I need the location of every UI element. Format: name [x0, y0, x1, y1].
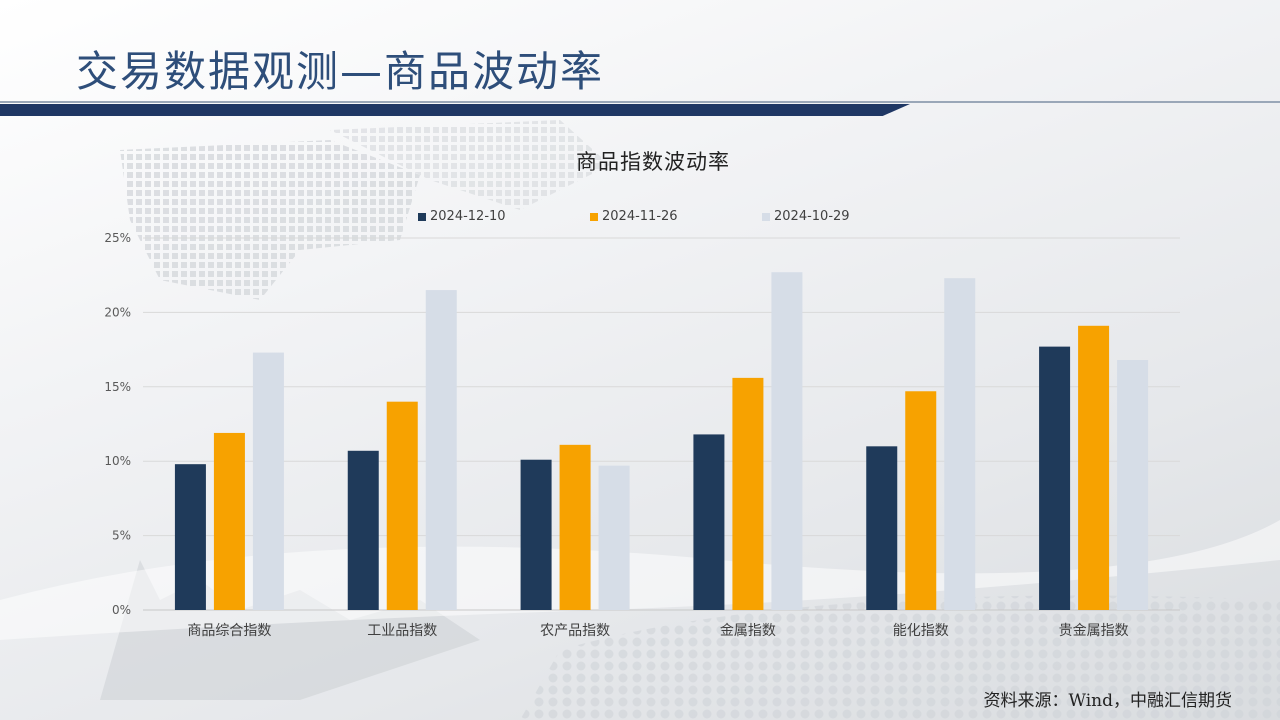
y-tick-label-1: 5%: [112, 529, 131, 543]
y-tick-label-0: 0%: [112, 603, 131, 617]
x-category-label-4: 金属指数: [720, 623, 776, 639]
y-tick-label-5: 25%: [104, 231, 131, 245]
legend-label-series-3: 2024-10-29: [774, 209, 850, 224]
x-category-label-5: 能化指数: [893, 623, 949, 639]
x-category-label-1: 商品综合指数: [187, 623, 271, 639]
legend-swatch-series-2: [590, 212, 598, 221]
title-divider-line: [0, 101, 1280, 103]
bar-6-series-2: [1078, 325, 1110, 610]
bar-5-series-2: [905, 391, 937, 610]
legend-item-series-1: 2024-12-10: [418, 209, 506, 224]
bar-1-series-1: [174, 464, 206, 610]
bar-6-series-1: [1039, 346, 1071, 610]
legend-label-series-1: 2024-12-10: [430, 209, 506, 224]
bar-2-series-1: [347, 450, 379, 610]
chart-title: 商品指数波动率: [576, 150, 730, 174]
bar-1-series-3: [252, 352, 284, 610]
bar-3-series-2: [559, 444, 591, 610]
slide-title: 交易数据观测—商品波动率: [76, 47, 605, 96]
bar-4-series-1: [693, 434, 725, 610]
x-category-label-6: 贵金属指数: [1059, 623, 1129, 639]
bar-4-series-3: [771, 272, 803, 610]
title-underline-bar: [0, 104, 910, 116]
bar-5-series-3: [944, 278, 976, 610]
bar-5-series-1: [866, 446, 898, 610]
data-source-note: 资料来源：Wind，中融汇信期货: [983, 691, 1232, 711]
bar-3-series-1: [520, 459, 552, 610]
legend-item-series-2: 2024-11-26: [590, 209, 678, 224]
bar-6-series-3: [1117, 360, 1149, 610]
legend-label-series-2: 2024-11-26: [602, 209, 678, 224]
legend-swatch-series-3: [762, 212, 770, 221]
legend-swatch-series-1: [418, 212, 426, 221]
legend-item-series-3: 2024-10-29: [762, 209, 850, 224]
y-tick-label-2: 10%: [104, 454, 131, 468]
bar-3-series-3: [598, 465, 630, 610]
x-category-label-3: 农产品指数: [540, 623, 610, 639]
bar-1-series-2: [213, 432, 245, 610]
y-tick-label-3: 15%: [104, 380, 131, 394]
y-tick-label-4: 20%: [104, 305, 131, 319]
bar-2-series-2: [386, 401, 418, 610]
bar-2-series-3: [425, 290, 457, 610]
bar-4-series-2: [732, 377, 764, 610]
x-category-label-2: 工业品指数: [367, 623, 437, 639]
chart-legend: 2024-12-10 2024-11-26 2024-10-29: [0, 209, 1280, 229]
